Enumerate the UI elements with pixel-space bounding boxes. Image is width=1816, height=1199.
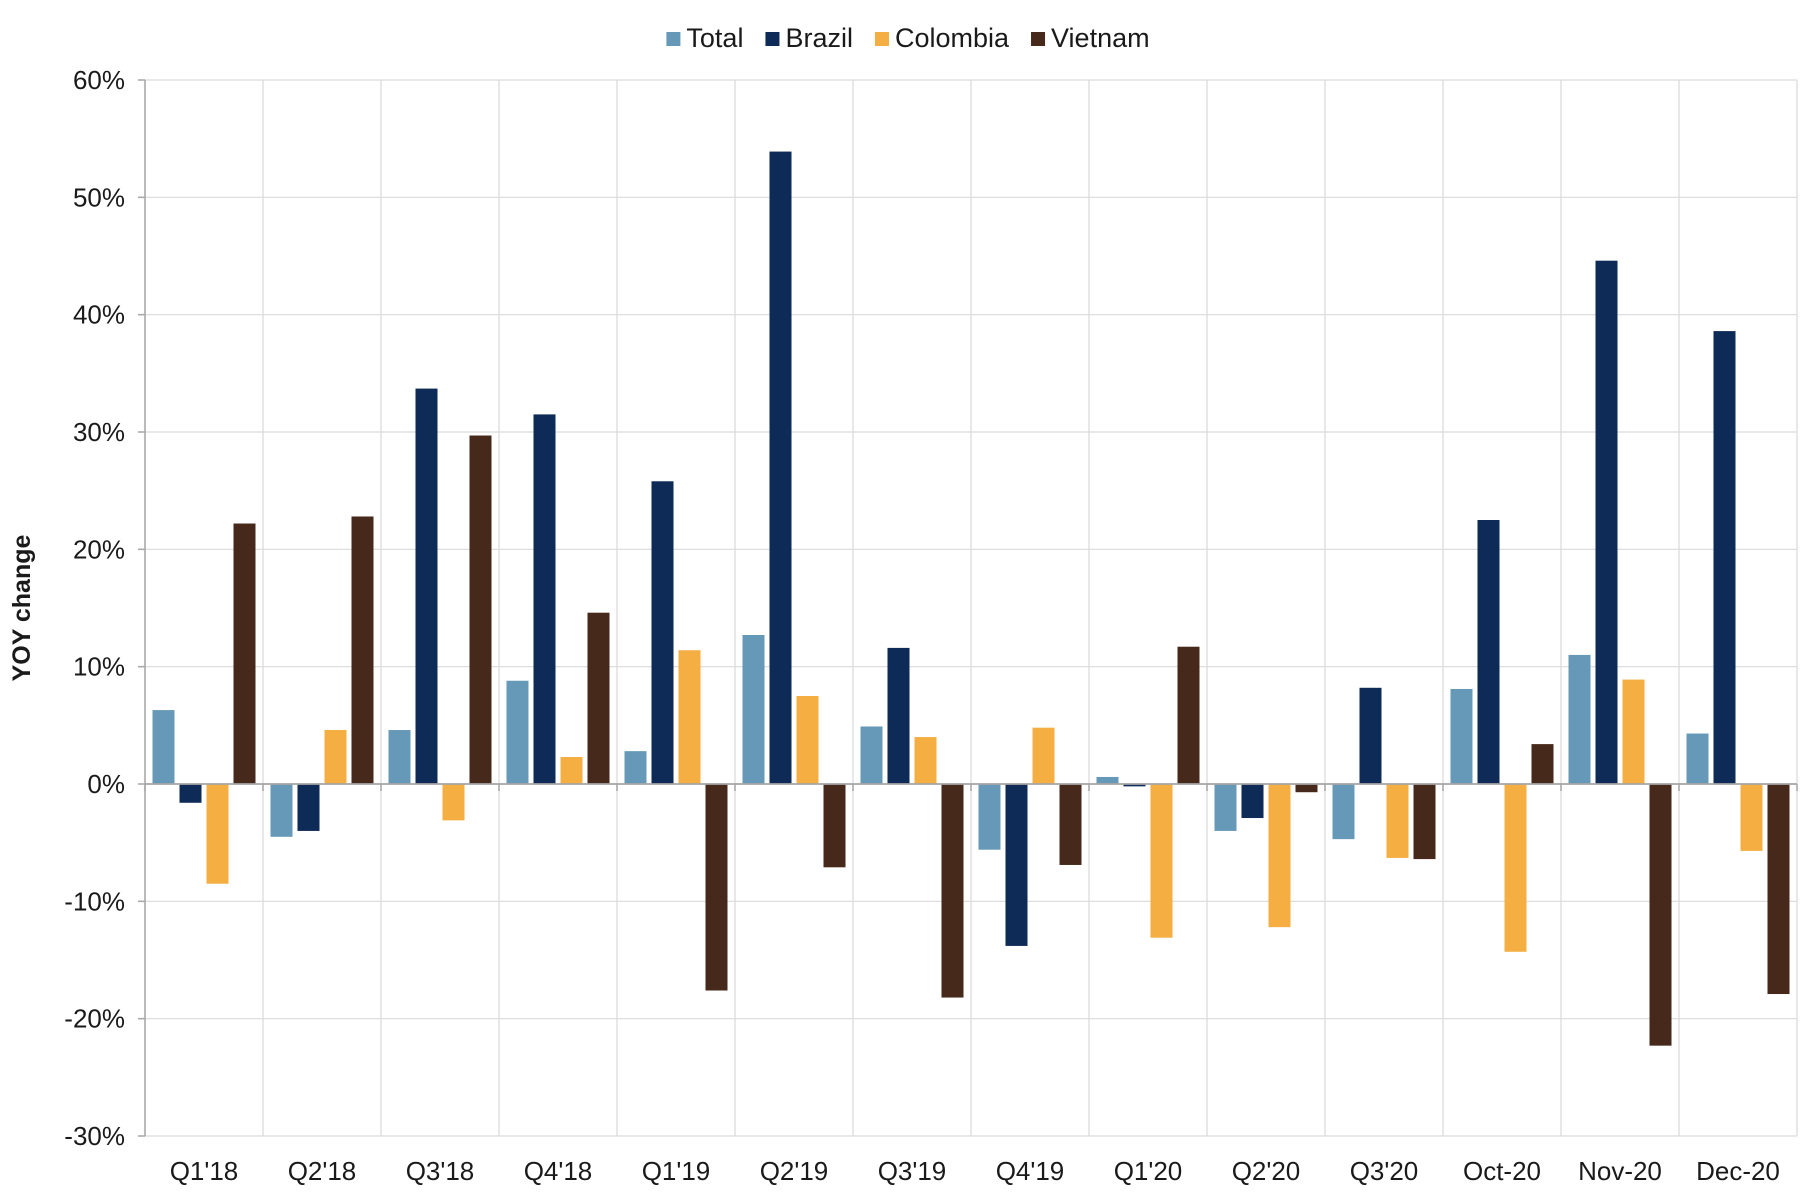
y-tick-label: 20%: [73, 534, 125, 564]
bar-brazil-12: [1595, 260, 1618, 784]
bar-vietnam-3: [587, 612, 610, 784]
tick-labels: -30% -20% -10% 0% 10% 20% 30% 40% 50% 60% Q1'18 Q2'…: [64, 65, 1780, 1186]
legend-label-brazil: Brazil: [785, 23, 853, 53]
y-tick-label: 40%: [73, 300, 125, 330]
bar-brazil-3: [533, 414, 556, 784]
x-tick-label: Q2'18: [288, 1156, 357, 1186]
bar-colombia-11: [1504, 784, 1527, 952]
bar-total-11: [1450, 688, 1473, 784]
x-tick-label: Q1'20: [1114, 1156, 1183, 1186]
bar-vietnam-8: [1177, 646, 1200, 784]
y-tick-label: -30%: [64, 1121, 125, 1151]
y-tick-label: 0%: [87, 769, 125, 799]
bar-total-5: [742, 634, 765, 784]
bar-vietnam-9: [1295, 784, 1318, 793]
bar-vietnam-1: [351, 516, 374, 784]
x-tick-label: Nov-20: [1578, 1156, 1662, 1186]
x-tick-label: Q1'18: [170, 1156, 239, 1186]
x-tick-label: Q3'19: [878, 1156, 947, 1186]
bar-vietnam-4: [705, 784, 728, 991]
bar-vietnam-10: [1413, 784, 1436, 860]
bar-vietnam-2: [469, 435, 492, 784]
bar-colombia-7: [1032, 727, 1055, 784]
bar-brazil-8: [1123, 784, 1146, 787]
bar-total-6: [860, 726, 883, 784]
bar-total-10: [1332, 784, 1355, 840]
legend-swatch-colombia: [874, 32, 889, 46]
bar-colombia-12: [1622, 679, 1645, 784]
bar-colombia-5: [796, 696, 819, 784]
bar-total-2: [388, 730, 411, 784]
y-tick-label: -20%: [64, 1004, 125, 1034]
bar-colombia-10: [1386, 784, 1409, 858]
bar-vietnam-0: [233, 523, 256, 784]
bar-colombia-9: [1268, 784, 1291, 928]
bar-colombia-4: [678, 650, 701, 784]
bar-colombia-13: [1740, 784, 1763, 851]
axes: [138, 79, 1798, 1137]
bar-brazil-6: [887, 647, 910, 784]
y-tick-label: 30%: [73, 417, 125, 447]
x-tick-label: Q3'20: [1350, 1156, 1419, 1186]
x-tick-label: Q4'19: [996, 1156, 1065, 1186]
legend-swatch-total: [666, 32, 681, 46]
bar-total-7: [978, 784, 1001, 850]
bar-colombia-3: [560, 757, 583, 784]
bar-brazil-1: [297, 784, 320, 831]
x-tick-label: Dec-20: [1696, 1156, 1780, 1186]
gridlines: [144, 79, 1798, 1137]
bar-brazil-4: [651, 481, 674, 784]
bar-colombia-6: [914, 737, 937, 784]
bar-vietnam-11: [1531, 744, 1554, 784]
bar-total-1: [270, 784, 293, 837]
bar-colombia-0: [206, 784, 229, 884]
legend: Total Brazil Colombia Vietnam: [666, 23, 1150, 53]
bar-brazil-11: [1477, 520, 1500, 784]
legend-label-vietnam: Vietnam: [1051, 23, 1150, 53]
x-tick-label: Q4'18: [524, 1156, 593, 1186]
x-tick-label: Q2'19: [760, 1156, 829, 1186]
x-tick-label: Q2'20: [1232, 1156, 1301, 1186]
bar-brazil-2: [415, 388, 438, 784]
legend-label-colombia: Colombia: [895, 23, 1010, 53]
bar-vietnam-6: [941, 784, 964, 998]
bar-total-9: [1214, 784, 1237, 831]
bar-vietnam-5: [823, 784, 846, 868]
x-tick-label: Oct-20: [1463, 1156, 1541, 1186]
y-tick-label: -10%: [64, 886, 125, 916]
bar-colombia-1: [324, 730, 347, 784]
bar-total-8: [1096, 776, 1119, 784]
bar-total-13: [1686, 733, 1709, 784]
bar-brazil-5: [769, 151, 792, 784]
y-tick-label: 60%: [73, 65, 125, 95]
bar-total-3: [506, 680, 529, 784]
y-axis-title: YOY change: [8, 535, 36, 682]
y-tick-label: 10%: [73, 652, 125, 682]
bar-total-12: [1568, 654, 1591, 784]
legend-label-total: Total: [686, 23, 743, 53]
bar-brazil-0: [179, 784, 202, 803]
legend-swatch-vietnam: [1031, 32, 1046, 46]
bar-vietnam-13: [1767, 784, 1790, 995]
x-tick-label: Q3'18: [406, 1156, 475, 1186]
bar-vietnam-7: [1059, 784, 1082, 865]
bar-brazil-10: [1359, 687, 1382, 784]
bars: [152, 151, 1790, 1046]
bar-total-0: [152, 710, 175, 784]
bar-colombia-8: [1150, 784, 1173, 938]
x-tick-label: Q1'19: [642, 1156, 711, 1186]
bar-brazil-13: [1713, 331, 1736, 784]
bar-brazil-9: [1241, 784, 1264, 819]
bar-colombia-2: [442, 784, 465, 821]
y-tick-label: 50%: [73, 182, 125, 212]
legend-swatch-brazil: [765, 32, 780, 46]
bar-brazil-7: [1005, 784, 1028, 946]
bar-vietnam-12: [1649, 784, 1672, 1046]
bar-total-4: [624, 751, 647, 784]
